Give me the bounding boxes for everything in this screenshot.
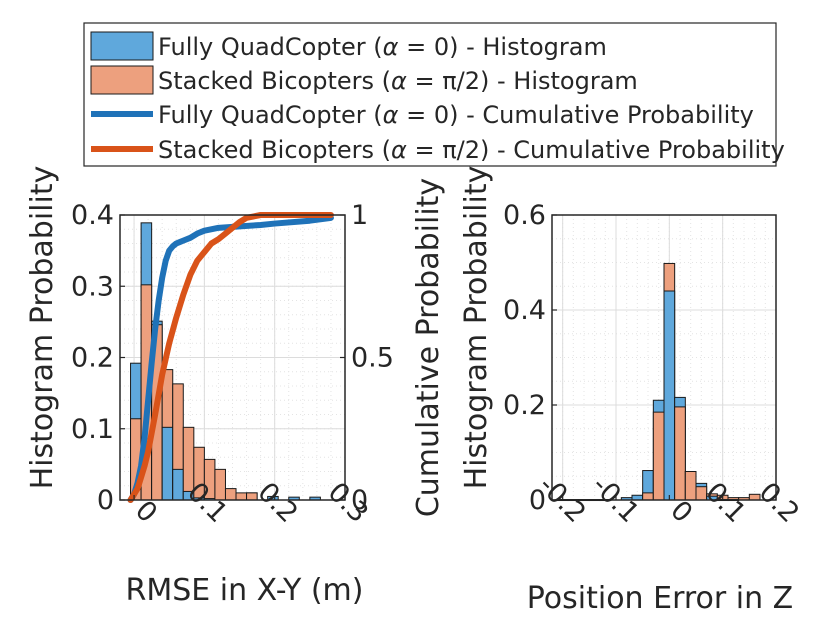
legend-label-text: = 0) - Histogram — [398, 33, 606, 61]
left-histogram-bars — [130, 222, 321, 501]
histogram-bar — [663, 290, 676, 501]
legend-entries: Fully QuadCopter (α = 0) - HistogramStac… — [90, 31, 785, 164]
legend-label-symbol: α — [383, 101, 399, 129]
y2-tick-label: 0.5 — [351, 343, 394, 374]
x-tick-label: 0.2 — [753, 477, 805, 529]
legend-label-text: = π/2) - Cumulative Probability — [407, 136, 785, 164]
right-axes-box — [551, 214, 777, 501]
right-y-axis-label-hist: Histogram Probability — [459, 166, 494, 490]
legend-label-text: Stacked Bicopters ( — [158, 67, 391, 95]
legend-label-symbol: α — [383, 33, 399, 61]
y-tick-label: 0.6 — [503, 200, 546, 231]
legend-swatch — [90, 65, 154, 95]
right-y-axis-label: Cumulative Probability — [411, 178, 446, 517]
histogram-bar — [224, 488, 237, 501]
y-tick-label: 0.4 — [71, 200, 114, 231]
y-tick-label: 0 — [97, 485, 114, 516]
legend-label-text: = 0) - Cumulative Probability — [398, 101, 753, 129]
cdf-line — [127, 214, 334, 503]
legend-label-text: = π/2) - Histogram — [407, 67, 638, 95]
y-tick-label: 0.4 — [503, 295, 546, 326]
left-y-axis-label: Histogram Probability — [25, 166, 60, 490]
y-tick-label: 0.1 — [71, 414, 114, 445]
histogram-bar — [161, 426, 174, 501]
y-tick-label: 0.2 — [503, 390, 546, 421]
y2-tick-label: 0 — [351, 485, 368, 516]
legend-label: Stacked Bicopters (α = π/2) - Cumulative… — [158, 136, 785, 164]
left-x-axis-label: RMSE in X-Y (m) — [126, 573, 364, 608]
legend-label-text: Fully QuadCopter ( — [158, 33, 383, 61]
left-chart: 00.10.20.30.400.510 0.1 0.2 0.3 RMSE in X-Y… — [25, 166, 446, 608]
legend-label: Fully QuadCopter (α = 0) - Histogram — [158, 33, 607, 61]
y2-tick-label: 1 — [351, 200, 368, 231]
x-tick-label: 0.2 — [251, 477, 303, 529]
right-x-axis-label: Position Error in Z — [527, 581, 793, 616]
histogram-bar — [674, 406, 686, 501]
histogram-bar — [235, 492, 248, 501]
histogram-bar — [642, 492, 654, 501]
legend-label-symbol: α — [391, 67, 407, 95]
right-chart: 00.20.40.6-0.2-0.1 0 0.1 0.2 Position Error… — [459, 166, 805, 616]
x-tick-label: -0.2 — [532, 470, 591, 529]
legend-label-text: Stacked Bicopters ( — [158, 136, 391, 164]
legend-label-text: Fully QuadCopter ( — [158, 101, 383, 129]
histogram-bar — [652, 411, 665, 501]
y-tick-label: 0.2 — [71, 343, 114, 374]
x-tick-label: -0.1 — [586, 470, 645, 529]
legend-swatch — [90, 31, 154, 61]
x-tick-label: 0.1 — [699, 477, 751, 529]
y-tick-label: 0.3 — [71, 271, 114, 302]
legend-box — [83, 22, 777, 167]
legend-label: Fully QuadCopter (α = 0) - Cumulative Pr… — [158, 101, 754, 129]
cdf-line — [127, 212, 334, 503]
legend-label-symbol: α — [391, 136, 407, 164]
legend: Fully QuadCopter (α = 0) - HistogramStac… — [83, 22, 785, 167]
histogram-bar — [172, 468, 184, 501]
y-tick-label: 0 — [529, 485, 546, 516]
left-cdf-lines — [127, 212, 334, 503]
legend-label: Stacked Bicopters (α = π/2) - Histogram — [158, 67, 638, 95]
